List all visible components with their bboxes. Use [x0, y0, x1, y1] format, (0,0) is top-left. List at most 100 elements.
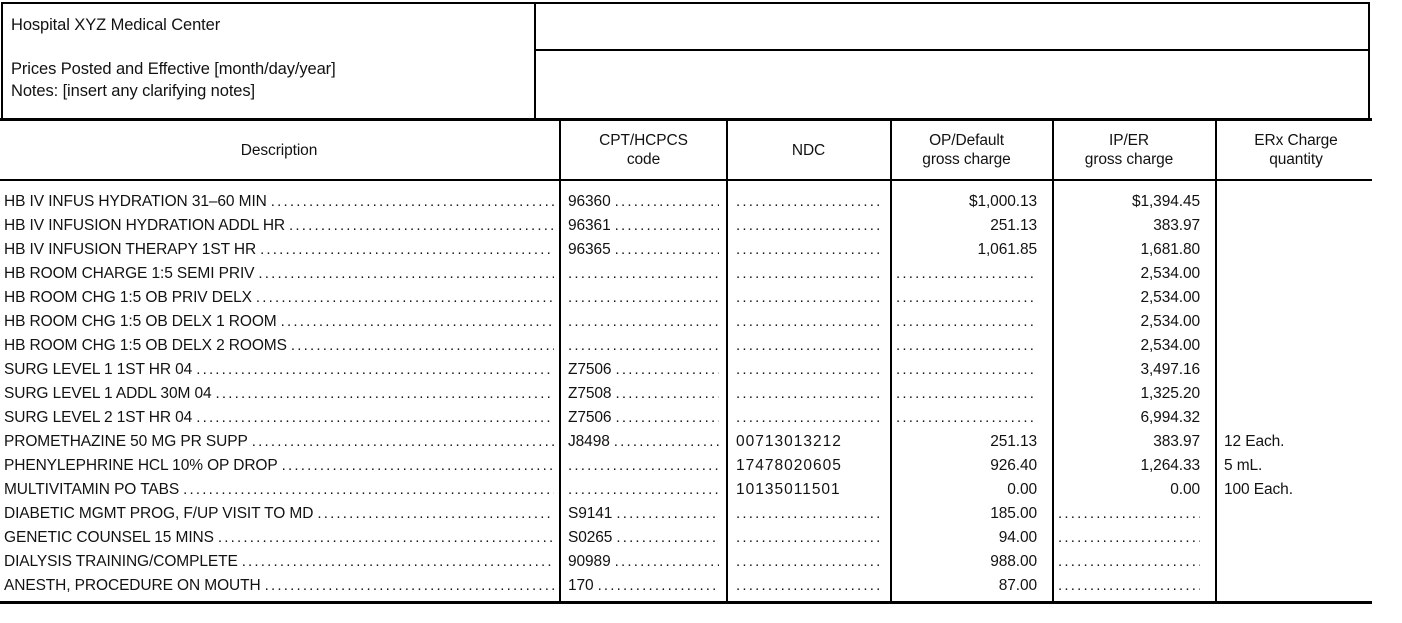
- leader-dots: [736, 334, 881, 358]
- leader-dots: [196, 358, 554, 382]
- column-header-ip-line: IP/ER: [1109, 132, 1149, 149]
- cell-description: HB IV INFUSION HYDRATION ADDL HR: [0, 214, 560, 238]
- leader-dots: [216, 382, 554, 406]
- cell-description: HB IV INFUS HYDRATION 31–60 MIN: [0, 190, 560, 214]
- description-text: HB ROOM CHARGE 1:5 SEMI PRIV: [4, 265, 255, 282]
- cell-op-gross-charge: 1,061.85: [891, 238, 1053, 262]
- ndc-text: 10135011501: [736, 481, 841, 498]
- cell-description: SURG LEVEL 1 ADDL 30M 04: [0, 382, 560, 406]
- description-text: GENETIC COUNSEL 15 MINS: [4, 529, 214, 546]
- leader-dots: [896, 358, 1037, 382]
- table-row: SURG LEVEL 1 ADDL 30M 04 Z7508 1,325.20: [0, 382, 1372, 406]
- leader-dots: [896, 310, 1037, 334]
- ip-charge-text: 6,994.32: [1140, 409, 1200, 426]
- cell-erx-quantity: [1216, 214, 1372, 238]
- column-header-cpt: CPT/HCPCS code: [560, 121, 727, 179]
- cell-op-gross-charge: 251.13: [891, 430, 1053, 454]
- ip-charge-text: 0.00: [1170, 481, 1200, 498]
- op-charge-text: 185.00: [990, 505, 1037, 522]
- leader-dots: [736, 574, 881, 598]
- cell-cpt-code: Z7508: [560, 382, 727, 406]
- cell-op-gross-charge: [891, 310, 1053, 334]
- cell-cpt-code: 96360: [560, 190, 727, 214]
- description-text: HB IV INFUSION HYDRATION ADDL HR: [4, 217, 285, 234]
- cell-op-gross-charge: 94.00: [891, 526, 1053, 550]
- ip-charge-text: 2,534.00: [1140, 313, 1200, 330]
- cell-op-gross-charge: [891, 334, 1053, 358]
- cell-ndc: 17478020605: [727, 454, 891, 478]
- table-row: DIALYSIS TRAINING/COMPLETE 90989 988.00: [0, 550, 1372, 574]
- cpt-code-text: S0265: [568, 529, 613, 546]
- description-text: HB ROOM CHG 1:5 OB DELX 2 ROOMS: [4, 337, 287, 354]
- op-charge-text: $1,000.13: [968, 193, 1037, 210]
- cell-description: DIALYSIS TRAINING/COMPLETE: [0, 550, 560, 574]
- cell-ndc: [727, 214, 891, 238]
- column-header-ip: IP/ER gross charge: [1053, 121, 1216, 179]
- cpt-code-text: J8498: [568, 433, 610, 450]
- ip-charge-text: 2,534.00: [1140, 337, 1200, 354]
- column-header-ndc-line: NDC: [791, 141, 826, 159]
- leader-dots: [615, 406, 719, 430]
- table-row: HB ROOM CHARGE 1:5 SEMI PRIV 2,534.00: [0, 262, 1372, 286]
- cell-ip-gross-charge: 1,264.33: [1053, 454, 1216, 478]
- cell-description: ANESTH, PROCEDURE ON MOUTH: [0, 574, 560, 598]
- cell-erx-quantity: [1216, 334, 1372, 358]
- leader-dots: [256, 286, 554, 310]
- leader-dots: [736, 310, 881, 334]
- cell-op-gross-charge: $1,000.13: [891, 190, 1053, 214]
- description-text: PROMETHAZINE 50 MG PR SUPP: [4, 433, 248, 450]
- leader-dots: [616, 526, 719, 550]
- cell-cpt-code: J8498: [560, 430, 727, 454]
- cell-cpt-code: 96361: [560, 214, 727, 238]
- leader-dots: [258, 262, 554, 286]
- leader-dots: [615, 238, 719, 262]
- ip-charge-text: 2,534.00: [1140, 289, 1200, 306]
- column-header-erx-line: quantity: [1269, 151, 1323, 168]
- header-left-cell: Hospital XYZ Medical Center Prices Poste…: [3, 4, 534, 118]
- cpt-code-text: 96361: [568, 217, 611, 234]
- erx-quantity-text: 5 mL.: [1224, 457, 1263, 474]
- header-right-bottom-cell: [536, 51, 1368, 118]
- leader-dots: [1058, 526, 1200, 550]
- op-charge-text: 1,061.85: [977, 241, 1037, 258]
- cell-erx-quantity: [1216, 262, 1372, 286]
- leader-dots: [736, 502, 881, 526]
- leader-dots: [317, 502, 554, 526]
- cpt-code-text: Z7506: [568, 361, 612, 378]
- leader-dots: [736, 286, 881, 310]
- leader-dots: [291, 334, 554, 358]
- description-text: HB ROOM CHG 1:5 OB PRIV DELX: [4, 289, 252, 306]
- notes-line: Notes: [insert any clarifying notes]: [11, 82, 256, 100]
- column-header-op-line: OP/Default: [929, 132, 1004, 149]
- table-row: PROMETHAZINE 50 MG PR SUPP J8498 007130132…: [0, 430, 1372, 454]
- cell-description: HB ROOM CHG 1:5 OB PRIV DELX: [0, 286, 560, 310]
- leader-dots: [615, 358, 719, 382]
- cell-erx-quantity: [1216, 406, 1372, 430]
- table-row: HB IV INFUS HYDRATION 31–60 MIN 96360 $1,0…: [0, 190, 1372, 214]
- column-header-description: Description: [0, 121, 560, 179]
- leader-dots: [568, 310, 719, 334]
- cell-op-gross-charge: 251.13: [891, 214, 1053, 238]
- charge-table-header-row: Description CPT/HCPCS code NDC OP/Default gro…: [0, 121, 1372, 181]
- cell-erx-quantity: [1216, 238, 1372, 262]
- op-charge-text: 251.13: [990, 433, 1037, 450]
- cpt-code-text: Z7506: [568, 409, 612, 426]
- cell-op-gross-charge: [891, 262, 1053, 286]
- leader-dots: [736, 214, 881, 238]
- cell-cpt-code: [560, 454, 727, 478]
- table-row: HB ROOM CHG 1:5 OB PRIV DELX 2,534.00: [0, 286, 1372, 310]
- ip-charge-text: 1,264.33: [1140, 457, 1200, 474]
- leader-dots: [615, 214, 719, 238]
- cell-ndc: [727, 406, 891, 430]
- cell-cpt-code: Z7506: [560, 406, 727, 430]
- leader-dots: [271, 190, 554, 214]
- effective-date-line: Prices Posted and Effective [month/day/y…: [11, 60, 336, 78]
- cpt-code-text: 96360: [568, 193, 611, 210]
- column-separator-line: [1052, 121, 1054, 601]
- cell-cpt-code: [560, 310, 727, 334]
- cell-op-gross-charge: 0.00: [891, 478, 1053, 502]
- column-header-ip-line: gross charge: [1084, 151, 1174, 168]
- cell-description: DIABETIC MGMT PROG, F/UP VISIT TO MD: [0, 502, 560, 526]
- ip-charge-text: 3,497.16: [1140, 361, 1200, 378]
- ndc-text: 00713013212: [736, 433, 842, 450]
